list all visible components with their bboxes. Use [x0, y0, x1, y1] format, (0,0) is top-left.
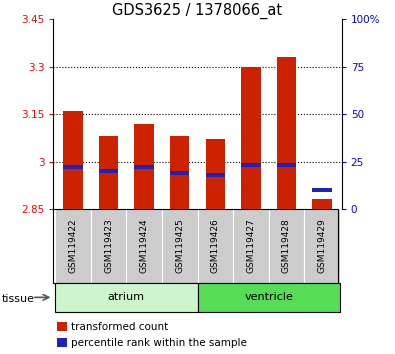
- Bar: [198, 283, 340, 312]
- Text: percentile rank within the sample: percentile rank within the sample: [71, 338, 247, 348]
- Bar: [269, 209, 304, 283]
- Bar: [233, 209, 269, 283]
- Bar: [63, 165, 83, 169]
- Bar: [277, 163, 296, 167]
- Text: GSM119429: GSM119429: [318, 219, 327, 273]
- Bar: [134, 124, 154, 209]
- Bar: [241, 67, 261, 209]
- Bar: [170, 136, 190, 209]
- Text: tissue: tissue: [2, 294, 35, 304]
- Text: GSM119425: GSM119425: [175, 219, 184, 273]
- Bar: [91, 209, 126, 283]
- Bar: [99, 136, 118, 209]
- Bar: [312, 199, 332, 209]
- Bar: [134, 165, 154, 169]
- Text: GSM119428: GSM119428: [282, 219, 291, 273]
- Title: GDS3625 / 1378066_at: GDS3625 / 1378066_at: [113, 3, 282, 19]
- Bar: [312, 188, 332, 192]
- Bar: [198, 209, 233, 283]
- Bar: [55, 283, 198, 312]
- Text: GSM119423: GSM119423: [104, 219, 113, 273]
- Bar: [162, 209, 198, 283]
- Bar: [99, 169, 118, 173]
- Bar: [277, 57, 296, 209]
- Text: atrium: atrium: [108, 292, 145, 302]
- Bar: [55, 209, 91, 283]
- Text: ventricle: ventricle: [244, 292, 293, 302]
- Bar: [304, 209, 340, 283]
- Text: GSM119424: GSM119424: [139, 219, 149, 273]
- Bar: [170, 171, 190, 175]
- Bar: [241, 163, 261, 167]
- Text: GSM119427: GSM119427: [246, 219, 256, 273]
- Text: GSM119426: GSM119426: [211, 219, 220, 273]
- Text: transformed count: transformed count: [71, 322, 168, 332]
- Text: GSM119422: GSM119422: [68, 219, 77, 273]
- Bar: [205, 139, 225, 209]
- Bar: [63, 111, 83, 209]
- Bar: [126, 209, 162, 283]
- Bar: [205, 173, 225, 177]
